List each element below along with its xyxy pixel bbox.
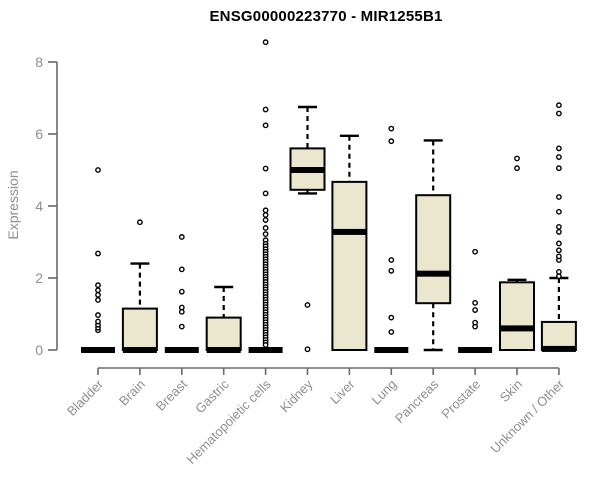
x-tick-label-pancreas: Pancreas (392, 376, 442, 426)
outlier-point-lung (388, 138, 395, 145)
outlier-point-lung (388, 329, 395, 335)
outlier-point-skin (514, 165, 520, 172)
box-unknown-other (540, 320, 577, 352)
outlier-point-hematopoietic-cells (262, 207, 269, 214)
x-tick-label-unknown-other: Unknown / Other (487, 376, 567, 456)
outlier-point-hematopoietic-cells (262, 342, 269, 348)
outlier-point-breast (178, 304, 185, 311)
y-tick-label: 8 (35, 54, 43, 70)
outlier-point-prostate (472, 299, 478, 306)
median-line-unknown-other (541, 345, 576, 352)
x-tick-label-brain: Brain (116, 377, 148, 409)
median-line-liver (332, 228, 367, 235)
outlier-point-hematopoietic-cells (262, 217, 269, 223)
median-line-pancreas (416, 270, 451, 277)
outlier-point-hematopoietic-cells (262, 231, 269, 237)
outlier-point-unknown-other (556, 102, 562, 109)
outlier-point-kidney (304, 302, 311, 308)
outlier-point-breast (178, 266, 185, 273)
outlier-point-hematopoietic-cells (262, 165, 269, 172)
box-gastric (205, 316, 242, 352)
outlier-point-unknown-other (556, 145, 562, 152)
y-tick-label: 4 (35, 198, 43, 214)
outlier-point-bladder (95, 287, 101, 294)
outlier-point-breast (178, 234, 185, 240)
y-tick-label: 2 (35, 270, 43, 286)
outlier-point-brain (136, 219, 143, 226)
median-line-brain (122, 347, 157, 353)
outlier-point-breast (178, 323, 185, 330)
outlier-point-unknown-other (556, 247, 562, 254)
x-tick-label-skin: Skin (497, 377, 525, 405)
outlier-point-unknown-other (556, 194, 562, 200)
median-line-kidney (290, 167, 325, 173)
outlier-point-breast (178, 288, 185, 295)
outlier-point-hematopoietic-cells (262, 106, 269, 113)
outlier-point-prostate (472, 319, 478, 326)
x-tick-label-lung: Lung (368, 377, 399, 408)
outlier-point-bladder (95, 318, 101, 325)
collapsed-box-hematopoietic-cells (248, 347, 283, 353)
outlier-point-lung (388, 267, 395, 274)
outlier-point-hematopoietic-cells (262, 212, 269, 218)
outlier-point-bladder (95, 312, 101, 318)
outlier-point-unknown-other (556, 268, 562, 275)
median-line-skin (500, 325, 534, 332)
outlier-point-unknown-other (556, 229, 562, 235)
box-brain (121, 307, 158, 352)
outlier-point-bladder (95, 250, 101, 257)
outlier-point-prostate (472, 248, 478, 255)
x-tick-label-gastric: Gastric (192, 376, 232, 416)
outlier-point-unknown-other (556, 154, 562, 160)
x-tick-label-prostate: Prostate (438, 377, 483, 422)
chart-title: ENSG00000223770 - MIR1255B1 (209, 8, 443, 25)
outlier-point-hematopoietic-cells (262, 190, 269, 197)
outlier-point-unknown-other (556, 240, 562, 247)
x-tick-label-kidney: Kidney (277, 376, 316, 415)
x-tick-label-liver: Liver (327, 376, 358, 407)
outlier-point-lung (388, 314, 395, 321)
outlier-point-skin (514, 155, 520, 162)
outlier-point-unknown-other (556, 165, 562, 172)
y-tick-label: 0 (35, 342, 43, 358)
outlier-point-lung (388, 257, 395, 263)
x-tick-label-breast: Breast (153, 376, 190, 413)
outlier-point-bladder (95, 282, 101, 289)
outlier-point-hematopoietic-cells (262, 39, 269, 46)
outlier-point-bladder (95, 297, 101, 303)
x-tick-label-bladder: Bladder (64, 376, 107, 419)
outlier-point-unknown-other (556, 223, 562, 230)
box-pancreas (415, 194, 452, 305)
collapsed-box-bladder (81, 347, 115, 353)
outlier-point-unknown-other (556, 253, 562, 260)
box-skin (499, 281, 535, 352)
y-tick-label: 6 (35, 126, 43, 142)
outlier-point-bladder (95, 167, 101, 173)
outlier-point-lung (388, 125, 395, 132)
outlier-point-bladder (95, 292, 101, 298)
median-line-gastric (206, 347, 241, 353)
outlier-point-unknown-other (556, 110, 562, 117)
box-liver (331, 180, 368, 351)
collapsed-box-prostate (458, 347, 493, 353)
outlier-point-prostate (472, 307, 478, 313)
outlier-point-kidney (304, 346, 311, 353)
outlier-point-hematopoietic-cells (262, 122, 269, 129)
outlier-point-unknown-other (556, 208, 562, 215)
collapsed-box-breast (164, 347, 199, 353)
collapsed-box-lung (374, 347, 409, 353)
outlier-point-hematopoietic-cells (262, 225, 269, 231)
